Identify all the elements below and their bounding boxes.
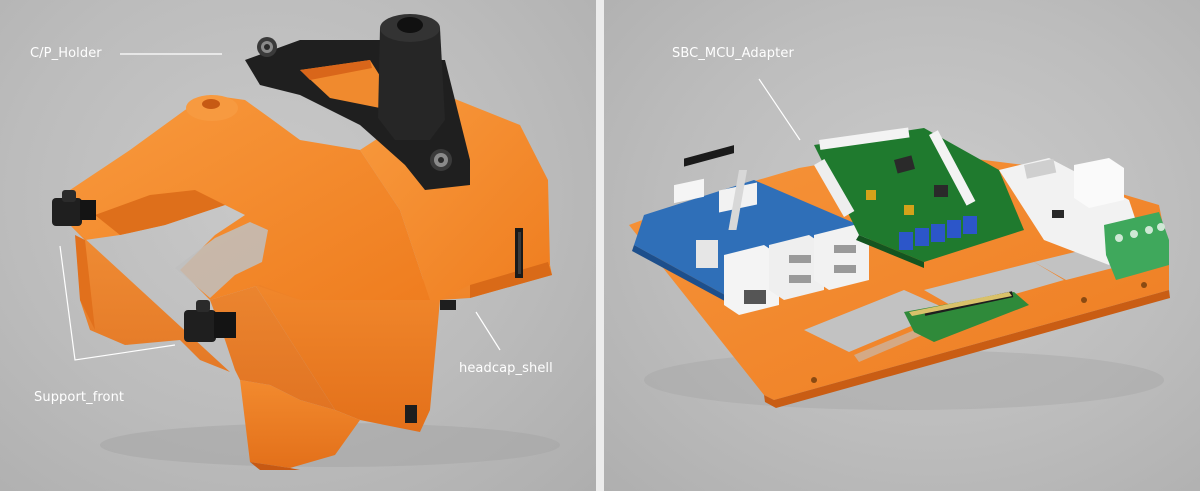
headcap-render-panel: C/P_Holder Support_front headcap_shell (0, 0, 596, 491)
mcu-board (814, 127, 1024, 268)
support-front-upper-peg (52, 190, 96, 226)
support-front-label: Support_front (34, 390, 125, 405)
usb-ethernet-ports (724, 225, 869, 315)
adapter-render-panel: SBC_MCU_Adapter (604, 0, 1200, 491)
sbc-mcu-adapter-label: SBC_MCU_Adapter (672, 46, 794, 61)
headcap-shell-label: headcap_shell (459, 361, 553, 376)
converter-board (999, 158, 1139, 265)
adapter-leader-line (758, 78, 801, 141)
cp-holder-part (245, 14, 470, 190)
leader-lines (59, 53, 501, 361)
fpc-connector-board (904, 291, 1029, 342)
headcap-assembly-illustration (52, 14, 560, 470)
support-front-lower-peg (184, 300, 236, 342)
sbc-mcu-adapter-illustration (629, 78, 1170, 410)
green-terminal-block (1104, 212, 1169, 280)
panel-divider (596, 0, 604, 491)
cp-holder-label: C/P_Holder (30, 46, 102, 61)
